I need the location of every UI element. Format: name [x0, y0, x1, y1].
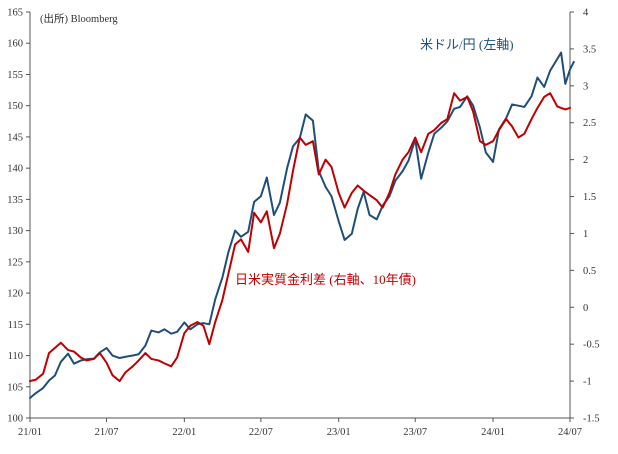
x-tick-label: 24/01 — [481, 427, 505, 438]
left-tick-label: 120 — [7, 289, 23, 300]
left-tick-label: 105 — [7, 382, 23, 393]
left-tick-label: 155 — [7, 70, 23, 81]
left-tick-label: 115 — [8, 320, 23, 331]
left-tick-label: 100 — [7, 414, 23, 425]
right-tick-label: 3 — [583, 81, 588, 92]
left-tick-label: 140 — [7, 164, 23, 175]
left-tick-label: 160 — [7, 39, 23, 50]
axes: 1001051101151201251301351401451501551601… — [7, 8, 599, 439]
left-tick-label: 130 — [7, 226, 23, 237]
left-tick-label: 135 — [7, 195, 23, 206]
series-line-real-rate-diff — [29, 92, 571, 383]
left-tick-label: 150 — [7, 101, 23, 112]
x-tick-label: 23/07 — [403, 427, 427, 438]
right-tick-label: -1 — [583, 377, 592, 388]
source-note: (出所) Bloomberg — [40, 12, 118, 25]
x-tick-label: 22/07 — [249, 427, 273, 438]
left-tick-label: 145 — [7, 132, 23, 143]
series-line-usdjpy — [29, 51, 575, 400]
right-tick-label: -0.5 — [583, 340, 600, 351]
left-tick-label: 165 — [7, 8, 23, 19]
right-tick-label: 0.5 — [583, 266, 596, 277]
series-label-usdjpy: 米ドル/円 (左軸) — [420, 37, 514, 52]
right-tick-label: 1 — [583, 229, 588, 240]
x-tick-label: 21/07 — [95, 427, 119, 438]
right-tick-label: 1.5 — [583, 192, 596, 203]
x-tick-label: 23/01 — [327, 427, 351, 438]
left-tick-label: 125 — [7, 257, 23, 268]
x-tick-label: 22/01 — [172, 427, 196, 438]
right-tick-label: 0 — [583, 303, 588, 314]
x-tick-label: 21/01 — [18, 427, 42, 438]
right-tick-label: 4 — [583, 8, 589, 19]
right-tick-label: 2 — [583, 155, 588, 166]
right-tick-label: 3.5 — [583, 44, 596, 55]
right-tick-label: -1.5 — [583, 414, 600, 425]
left-tick-label: 110 — [8, 351, 23, 362]
series-lines — [29, 51, 575, 400]
right-tick-label: 2.5 — [583, 118, 596, 129]
x-tick-label: 24/07 — [558, 427, 582, 438]
series-label-real-rate-diff: 日米実質金利差 (右軸、10年債) — [235, 272, 416, 287]
